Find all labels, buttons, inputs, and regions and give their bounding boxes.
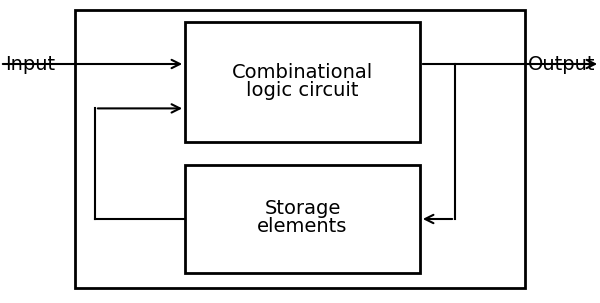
Text: logic circuit: logic circuit	[246, 81, 359, 99]
Bar	[75, 10, 525, 288]
Text: Storage: Storage	[265, 199, 341, 218]
Text: Input: Input	[5, 55, 55, 74]
Text: elements: elements	[257, 218, 347, 237]
Text: Output: Output	[527, 55, 595, 74]
Text: Combinational: Combinational	[232, 62, 373, 82]
Bar	[185, 165, 420, 273]
Bar	[185, 22, 420, 142]
